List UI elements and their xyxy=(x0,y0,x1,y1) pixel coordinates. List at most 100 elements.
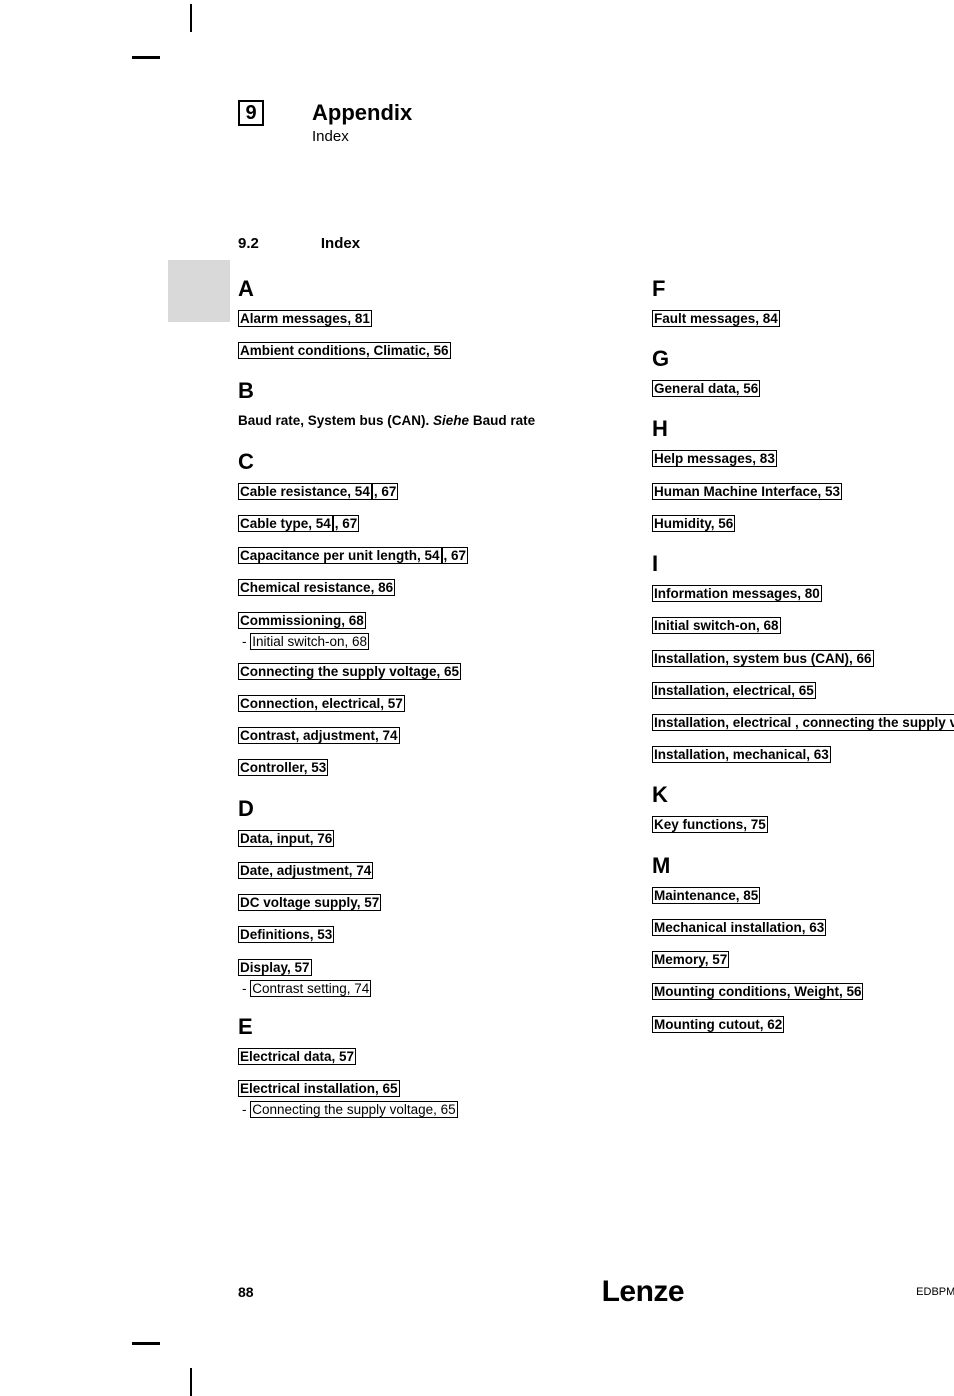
index-entry: Connection, electrical, 57 xyxy=(238,695,628,713)
index-link[interactable]: Display, 57 xyxy=(238,959,312,976)
index-entry: Definitions, 53 xyxy=(238,926,628,944)
index-link[interactable]: Mounting conditions, Weight, 56 xyxy=(652,983,863,1000)
index-entry: Installation, electrical , connecting th… xyxy=(652,714,954,732)
page-content: 9 Appendix Index 9.2 Index A Alarm messag… xyxy=(238,100,954,1131)
index-letter: H xyxy=(652,416,954,442)
index-entry: Cable resistance, 54, 67 xyxy=(238,483,628,501)
index-letter: G xyxy=(652,346,954,372)
index-link[interactable]: Electrical installation, 65 xyxy=(238,1080,400,1097)
index-letter: K xyxy=(652,782,954,808)
index-entry: Mounting cutout, 62 xyxy=(652,1016,954,1034)
index-link[interactable]: Maintenance, 85 xyxy=(652,887,760,904)
index-page-ref[interactable]: , 67 xyxy=(442,547,469,564)
index-letter: A xyxy=(238,276,628,302)
index-subentry: - Contrast setting, 74 xyxy=(242,981,628,996)
index-entry: Mechanical installation, 63 xyxy=(652,919,954,937)
index-entry: Chemical resistance, 86 xyxy=(238,579,628,597)
index-entry: Controller, 53 xyxy=(238,759,628,777)
index-entry: Ambient conditions, Climatic, 56 xyxy=(238,342,628,360)
index-link[interactable]: Help messages, 83 xyxy=(652,450,777,467)
index-letter: B xyxy=(238,378,628,404)
index-link[interactable]: Electrical data, 57 xyxy=(238,1048,356,1065)
chapter-title: Appendix xyxy=(312,100,412,126)
index-link[interactable]: Contrast setting, 74 xyxy=(250,980,371,997)
index-letter: D xyxy=(238,796,628,822)
index-page-ref[interactable]: , 67 xyxy=(372,483,399,500)
index-link[interactable]: Installation, mechanical, 63 xyxy=(652,746,831,763)
chapter-number: 9 xyxy=(245,102,256,125)
index-link[interactable]: Commissioning, 68 xyxy=(238,612,366,629)
index-entry: Information messages, 80 xyxy=(652,585,954,603)
index-link[interactable]: Human Machine Interface, 53 xyxy=(652,483,842,500)
index-entry: Commissioning, 68 xyxy=(238,612,628,630)
index-link[interactable]: Initial switch-on, 68 xyxy=(250,633,369,650)
index-link[interactable]: Installation, electrical, 65 xyxy=(652,682,816,699)
index-link[interactable]: Connecting the supply voltage, 65 xyxy=(250,1101,457,1118)
chapter-subtitle: Index xyxy=(312,128,412,145)
index-link[interactable]: Initial switch-on, 68 xyxy=(652,617,781,634)
index-entry: Contrast, adjustment, 74 xyxy=(238,727,628,745)
index-link[interactable]: Definitions, 53 xyxy=(238,926,334,943)
index-entry: Memory, 57 xyxy=(652,951,954,969)
index-link[interactable]: Chemical resistance, 86 xyxy=(238,579,395,596)
index-link[interactable]: Cable resistance, 54 xyxy=(238,483,372,500)
index-entry: Help messages, 83 xyxy=(652,450,954,468)
chapter-number-box: 9 xyxy=(238,100,264,126)
index-link[interactable]: Date, adjustment, 74 xyxy=(238,862,373,879)
index-entry: Display, 57 xyxy=(238,959,628,977)
index-link[interactable]: Mounting cutout, 62 xyxy=(652,1016,784,1033)
index-link[interactable]: Mechanical installation, 63 xyxy=(652,919,826,936)
section-number: 9.2 xyxy=(238,235,259,252)
index-entry: Humidity, 56 xyxy=(652,515,954,533)
index-entry: Installation, system bus (CAN), 66 xyxy=(652,650,954,668)
margin-shade xyxy=(168,260,230,322)
page-footer: 88 Lenze EDBPM-H502 DE/EN/FR 5.1 xyxy=(238,1275,954,1309)
index-link[interactable]: Contrast, adjustment, 74 xyxy=(238,727,400,744)
index-subentry: - Connecting the supply voltage, 65 xyxy=(242,1102,628,1117)
index-link[interactable]: Connecting the supply voltage, 65 xyxy=(238,663,461,680)
index-link[interactable]: Installation, electrical , connecting th… xyxy=(652,714,954,731)
brand-logo: Lenze xyxy=(602,1275,685,1309)
index-link[interactable]: Capacitance per unit length, 54 xyxy=(238,547,442,564)
index-link[interactable]: Controller, 53 xyxy=(238,759,328,776)
index-entry: Cable type, 54, 67 xyxy=(238,515,628,533)
index-letter: F xyxy=(652,276,954,302)
section-title: Index xyxy=(321,235,360,252)
index-link[interactable]: Alarm messages, 81 xyxy=(238,310,372,327)
index-subentry: - Initial switch-on, 68 xyxy=(242,634,628,649)
index-letter: E xyxy=(238,1014,628,1040)
index-entry: Installation, electrical, 65 xyxy=(652,682,954,700)
index-link[interactable]: Installation, system bus (CAN), 66 xyxy=(652,650,874,667)
index-entry: Baud rate, System bus (CAN). Siehe Baud … xyxy=(238,412,628,430)
index-col-right: F Fault messages, 84 G General data, 56 H Hel… xyxy=(652,272,954,1131)
index-columns: A Alarm messages, 81 Ambient conditions, C… xyxy=(238,272,954,1131)
index-entry: Installation, mechanical, 63 xyxy=(652,746,954,764)
index-link[interactable]: General data, 56 xyxy=(652,380,760,397)
index-link[interactable]: Data, input, 76 xyxy=(238,830,334,847)
index-entry: Connecting the supply voltage, 65 xyxy=(238,663,628,681)
index-entry: General data, 56 xyxy=(652,380,954,398)
index-link[interactable]: Key functions, 75 xyxy=(652,816,768,833)
index-entry: Initial switch-on, 68 xyxy=(652,617,954,635)
index-link[interactable]: Ambient conditions, Climatic, 56 xyxy=(238,342,451,359)
index-link[interactable]: Connection, electrical, 57 xyxy=(238,695,405,712)
index-page-ref[interactable]: , 67 xyxy=(333,515,360,532)
index-link[interactable]: Humidity, 56 xyxy=(652,515,735,532)
index-entry: Human Machine Interface, 53 xyxy=(652,483,954,501)
index-entry: Fault messages, 84 xyxy=(652,310,954,328)
index-link[interactable]: Cable type, 54 xyxy=(238,515,333,532)
doc-id: EDBPM-H502 DE/EN/FR 5.1 xyxy=(916,1286,954,1298)
index-letter: M xyxy=(652,853,954,879)
index-entry: Maintenance, 85 xyxy=(652,887,954,905)
index-link[interactable]: Memory, 57 xyxy=(652,951,729,968)
index-link[interactable]: DC voltage supply, 57 xyxy=(238,894,381,911)
index-entry: Alarm messages, 81 xyxy=(238,310,628,328)
index-link[interactable]: Information messages, 80 xyxy=(652,585,822,602)
index-entry: Data, input, 76 xyxy=(238,830,628,848)
index-link[interactable]: Fault messages, 84 xyxy=(652,310,780,327)
chapter-header: 9 Appendix Index xyxy=(238,100,954,145)
index-col-left: A Alarm messages, 81 Ambient conditions, C… xyxy=(238,272,628,1131)
index-entry: Key functions, 75 xyxy=(652,816,954,834)
section-heading: 9.2 Index xyxy=(238,235,954,252)
index-entry: Electrical installation, 65 xyxy=(238,1080,628,1098)
